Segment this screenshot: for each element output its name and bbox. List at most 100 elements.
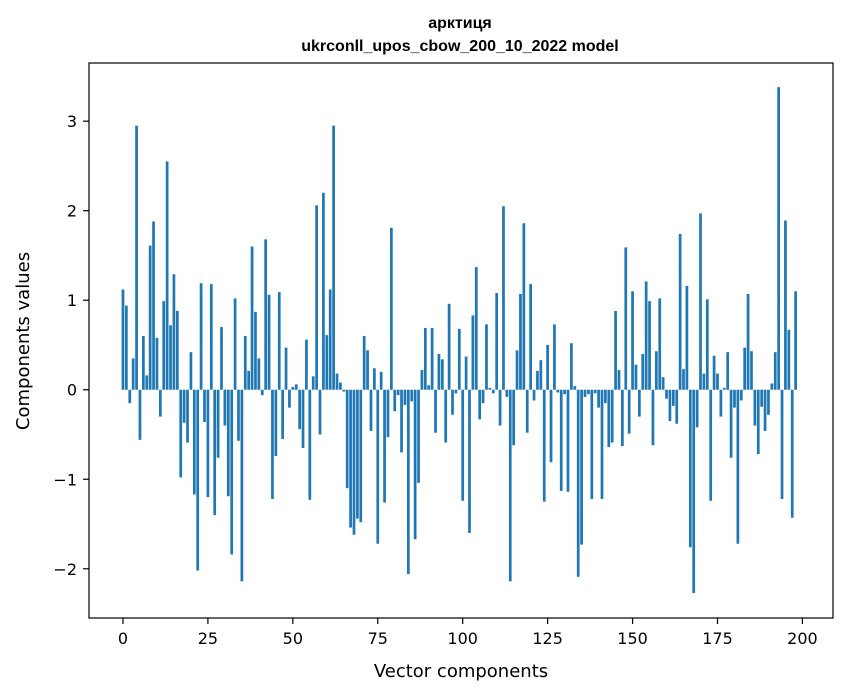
bar-82 [400,389,403,453]
bar-33 [233,298,237,390]
bar-89 [423,327,427,390]
bar-74 [373,368,376,390]
x-tick-label-0: 0 [118,629,128,648]
bar-67 [349,389,352,528]
bar-174 [712,355,716,390]
bar-127 [553,324,556,390]
bar-177 [722,387,726,390]
bar-131 [566,389,570,492]
bar-120 [529,284,532,390]
bar-151 [634,364,638,390]
bar-103 [471,315,475,390]
bar-137 [587,389,590,395]
bar-158 [658,298,662,390]
bar-198 [794,291,797,390]
bar-61 [328,289,332,390]
bar-87 [417,389,420,483]
bar-93 [437,353,441,390]
bar-114 [508,389,512,582]
bar-172 [705,299,709,390]
bar-5 [138,389,142,440]
bar-186 [753,389,757,426]
bar-21 [192,389,196,495]
bar-36 [243,336,247,390]
bar-60 [325,335,329,390]
bar-145 [614,310,617,390]
y-tick-label--1: −1 [53,470,77,489]
bar-15 [172,274,176,390]
bar-132 [570,343,573,390]
bar-192 [773,352,777,390]
bar-41 [260,389,264,396]
y-tick-label-3: 3 [67,112,77,131]
bar-3 [131,358,135,390]
bar-147 [621,389,624,447]
bar-10 [155,337,159,390]
bar-32 [230,389,234,555]
bar-59 [322,192,325,390]
bar-194 [780,389,784,499]
bar-163 [675,389,679,424]
x-tick-label-25: 25 [198,629,218,648]
bar-1 [125,305,128,390]
bar-138 [590,389,594,499]
bar-121 [532,389,536,401]
bar-series [121,87,797,593]
bar-189 [763,389,767,431]
bar-54 [305,339,308,390]
bar-72 [366,350,369,390]
bar-9 [152,221,155,390]
bar-44 [271,389,274,499]
bar-169 [695,389,699,428]
bar-149 [627,389,631,434]
x-tick-label-175: 175 [702,629,733,648]
bar-25 [206,389,210,498]
bar-160 [665,389,668,399]
bar-48 [284,347,288,390]
bar-31 [226,389,230,497]
bar-77 [383,389,386,503]
bar-168 [692,389,696,593]
bar-19 [186,389,189,443]
bar-184 [746,293,750,390]
bar-167 [688,389,692,548]
bar-144 [610,389,614,443]
bar-38 [250,246,254,390]
bar-76 [379,371,383,390]
bar-58 [318,389,322,435]
bar-170 [699,213,702,390]
bar-182 [739,389,743,401]
bar-102 [468,389,471,533]
bar-150 [631,291,634,390]
bar-142 [604,389,607,404]
bar-92 [434,389,437,433]
bar-81 [396,389,400,396]
bar-7 [145,375,149,390]
bar-0 [121,289,125,390]
bar-84 [406,389,410,575]
bar-17 [179,389,183,478]
bar-162 [671,389,675,406]
x-tick-label-200: 200 [787,629,818,648]
bar-179 [729,389,733,458]
bar-124 [542,389,546,502]
bar-56 [311,376,315,390]
bar-69 [356,389,359,519]
bar-175 [716,373,719,390]
bar-107 [485,324,488,390]
bar-29 [220,327,223,390]
bar-65 [342,389,346,392]
bar-130 [563,389,566,395]
bar-50 [291,387,295,390]
bar-22 [196,389,200,571]
bar-188 [760,389,764,407]
bar-63 [335,373,339,390]
bar-43 [267,294,271,390]
y-axis-label: Components values [13,252,34,430]
bar-27 [213,389,217,516]
bar-155 [648,301,651,390]
bar-183 [743,347,747,390]
bar-101 [464,356,468,390]
bar-6 [142,336,145,390]
